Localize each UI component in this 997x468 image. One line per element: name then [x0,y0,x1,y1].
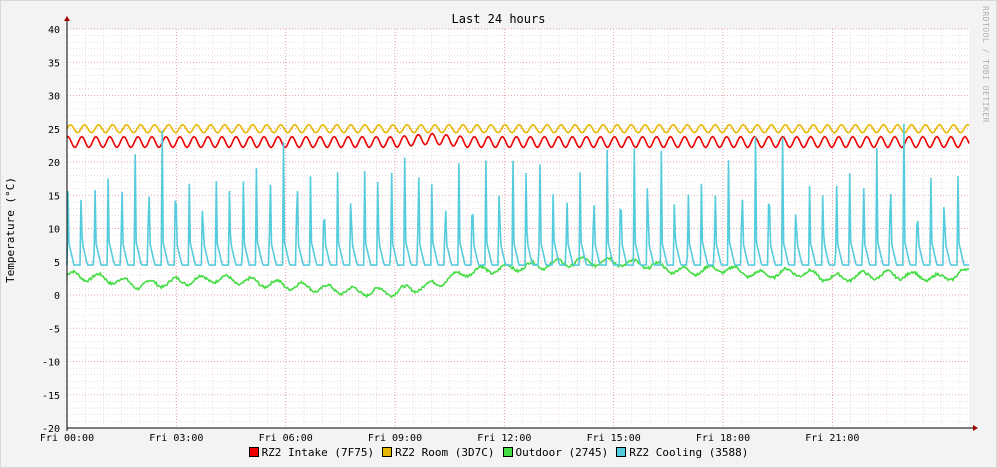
y-tick-label: 30 [48,92,60,103]
series-intake-line [66,132,970,149]
y-tick-label: 15 [48,191,60,202]
legend-label: RZ2 Room (3D7C) [395,446,495,459]
legend-label: Outdoor (2745) [515,446,609,459]
y-tick-label: 40 [48,25,60,36]
y-tick-label: 20 [48,158,60,169]
y-tick-label: -10 [42,358,60,369]
x-tick-label: Fri 21:00 [805,433,859,444]
y-tick-label: 0 [54,291,60,302]
legend: RZ2 Intake (7F75) RZ2 Room (3D7C) Outdoor … [0,446,997,459]
y-tick-label: -20 [42,424,60,435]
y-tick-label: 35 [48,58,60,69]
y-tick-label: -15 [42,391,60,402]
watermark: RRDTOOL / TOBI OETIKER [981,6,990,123]
x-tick-label: Fri 12:00 [477,433,531,444]
legend-item: RZ2 Cooling (3588) [616,446,748,459]
x-tick-label: Fri 06:00 [259,433,313,444]
series-outdoor-line [66,255,970,299]
y-axis-arrow [64,16,70,21]
y-tick-label: 10 [48,225,60,236]
y-tick-label: 25 [48,125,60,136]
legend-label: RZ2 Cooling (3588) [629,446,749,459]
series-layer [66,123,970,299]
y-tick-label: -5 [48,324,60,335]
x-tick-label: Fri 18:00 [696,433,750,444]
legend-swatch [502,447,513,457]
y-tick-label: 5 [54,258,60,269]
legend-swatch [382,447,393,457]
legend-item: RZ2 Room (3D7C) [382,446,495,459]
legend-item: Outdoor (2745) [502,446,609,459]
legend-label: RZ2 Intake (7F75) [261,446,375,459]
x-axis-arrow [973,425,978,431]
legend-item: RZ2 Intake (7F75) [248,446,375,459]
chart-title: Last 24 hours [451,12,546,26]
series-cooling-line [66,123,969,266]
x-tick-label: Fri 00:00 [40,433,94,444]
x-tick-label: Fri 15:00 [587,433,641,444]
x-tick-label: Fri 03:00 [149,433,203,444]
legend-swatch [616,447,627,457]
series-room-line [66,123,970,134]
x-tick-label: Fri 09:00 [368,433,422,444]
legend-swatch [248,447,259,457]
